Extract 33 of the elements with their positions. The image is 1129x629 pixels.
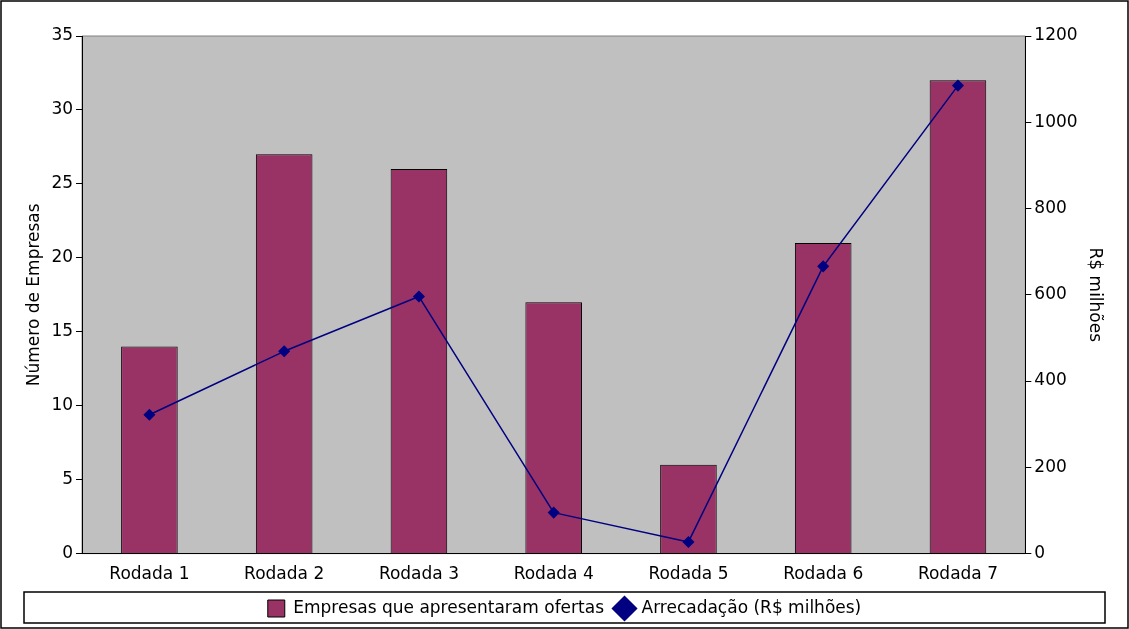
point bbox=[817, 260, 829, 273]
x-tick-label: Rodada 7 bbox=[917, 563, 998, 584]
point bbox=[952, 79, 964, 92]
y-tick-label: 10 bbox=[51, 394, 74, 415]
y2-tick-label: 600 bbox=[1034, 283, 1067, 304]
x-tick-label: Rodada 1 bbox=[109, 563, 190, 584]
y-tick-label: 25 bbox=[51, 172, 74, 193]
x-tick-label: Rodada 6 bbox=[783, 563, 864, 584]
y2-axis-title: R$ milhões bbox=[1086, 247, 1107, 343]
legend-label: Empresas que apresentaram ofertas bbox=[293, 596, 605, 617]
x-tick-label: Rodada 5 bbox=[648, 563, 729, 584]
y2-tick-label: 1200 bbox=[1034, 24, 1078, 45]
y-tick-label: 20 bbox=[51, 246, 74, 267]
y-tick-label: 15 bbox=[51, 320, 74, 341]
point bbox=[278, 345, 290, 358]
y2-tick-label: 1000 bbox=[1034, 110, 1078, 131]
legend-label: Arrecadação (R$ milhões) bbox=[641, 596, 862, 617]
y2-tick-label: 0 bbox=[1034, 542, 1046, 563]
point bbox=[143, 408, 156, 421]
y2-tick-label: 800 bbox=[1034, 196, 1067, 217]
x-tick-label: Rodada 3 bbox=[378, 563, 459, 584]
y-tick-label: 35 bbox=[51, 24, 74, 45]
y-tick-label: 30 bbox=[51, 98, 74, 119]
point bbox=[547, 506, 560, 519]
point bbox=[413, 290, 425, 303]
x-tick-label: Rodada 4 bbox=[513, 563, 594, 584]
point bbox=[682, 536, 695, 548]
y-axis-title: Número de Empresas bbox=[22, 203, 43, 387]
x-tick-label: Rodada 2 bbox=[244, 563, 325, 584]
y-tick-label: 0 bbox=[62, 542, 74, 563]
y-tick-label: 5 bbox=[62, 468, 74, 489]
y2-tick-label: 400 bbox=[1034, 369, 1067, 390]
y2-tick-label: 200 bbox=[1034, 455, 1067, 476]
